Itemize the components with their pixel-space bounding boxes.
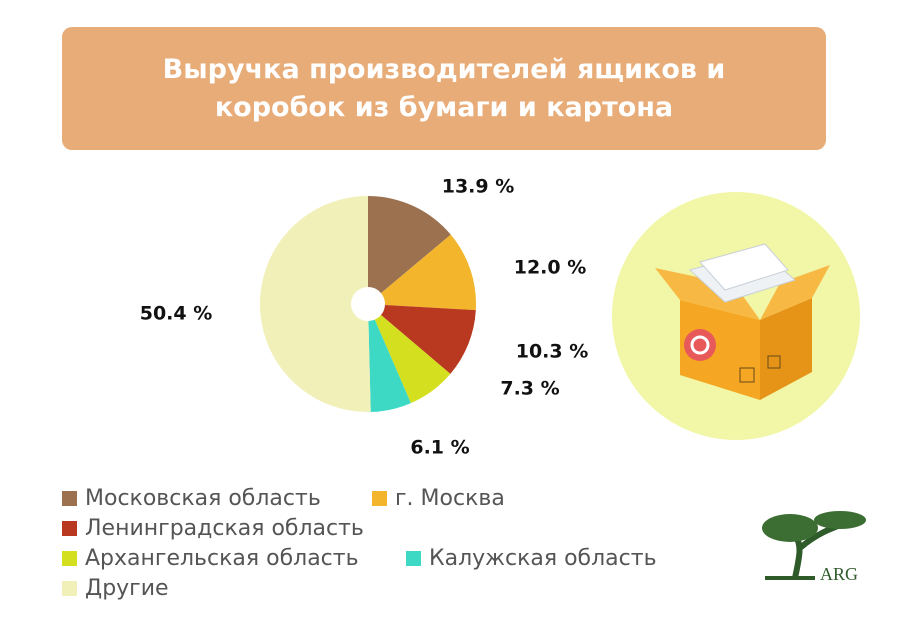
legend-item: Архангельская область [62, 546, 359, 571]
pie-slice [368, 319, 411, 412]
pie-slice [374, 314, 451, 404]
pie-slice [381, 234, 476, 311]
legend-swatch [62, 581, 77, 596]
data-label: 12.0 % [514, 257, 587, 279]
logo-tree: ARG [762, 511, 866, 584]
legend-label: Калужская область [429, 546, 657, 571]
data-label: 6.1 % [410, 437, 469, 459]
box-illustration [612, 192, 860, 440]
legend-item: Московская область [62, 486, 321, 511]
chart-title: Выручка производителей ящиков и коробок … [62, 27, 826, 150]
legend-label: Ленинградская область [85, 516, 364, 541]
pie-slice [259, 196, 371, 412]
pie-slice [368, 196, 451, 294]
legend-label: Другие [85, 576, 169, 601]
legend-item: Ленинградская область [62, 516, 364, 541]
legend-swatch [406, 551, 421, 566]
legend-item: Другие [62, 576, 169, 601]
legend-label: г. Москва [395, 486, 505, 511]
data-label: 10.3 % [516, 341, 589, 363]
data-label: 50.4 % [140, 303, 213, 325]
legend-label: Московская область [85, 486, 321, 511]
legend-item: Калужская область [406, 546, 657, 571]
pie-slice [380, 304, 476, 374]
legend-item: г. Москва [372, 486, 505, 511]
legend-swatch [62, 521, 77, 536]
legend-swatch [62, 551, 77, 566]
legend-swatch [62, 491, 77, 506]
data-label: 7.3 % [500, 378, 559, 400]
legend-label: Архангельская область [85, 546, 359, 571]
legend-swatch [372, 491, 387, 506]
data-label: 13.9 % [442, 176, 515, 198]
logo-text: ARG [820, 564, 858, 584]
